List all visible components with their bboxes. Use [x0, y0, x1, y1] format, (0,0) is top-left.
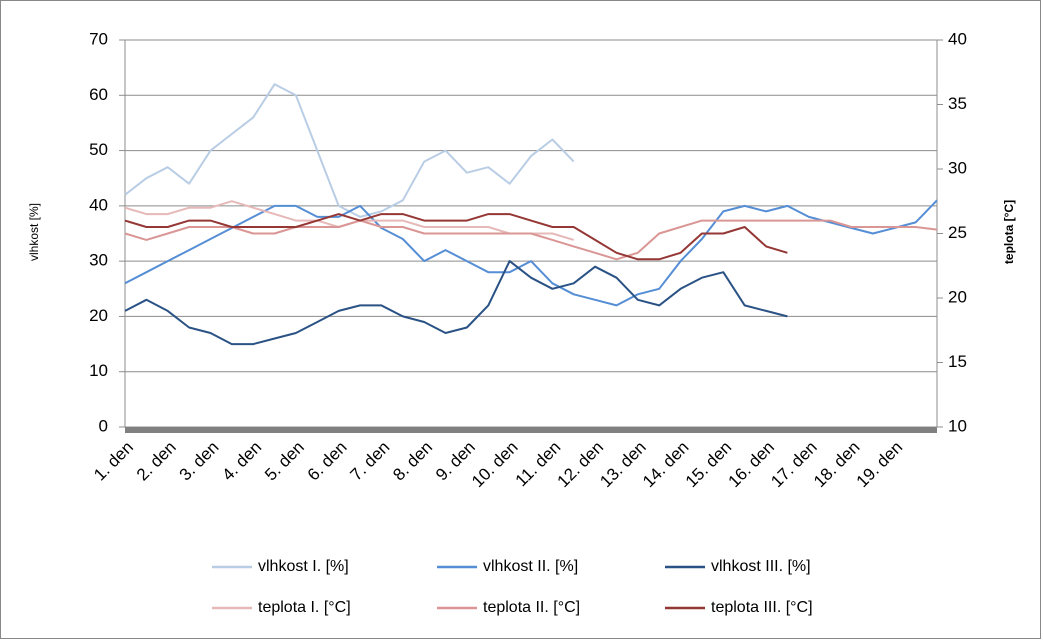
y-tick-label: 10	[89, 361, 108, 380]
series-line	[124, 213, 788, 261]
y-tick-label: 60	[89, 85, 108, 104]
series-line	[124, 260, 788, 346]
y2-tick-label: 20	[948, 287, 967, 306]
legend-label: vlhkost II. [%]	[483, 558, 578, 575]
y-axis-title: vlhkost [%]	[27, 203, 41, 261]
y-tick-label: 70	[89, 29, 108, 48]
y2-tick-label: 40	[948, 29, 967, 48]
y2-tick-label: 15	[948, 352, 967, 371]
legend-label: vlhkost III. [%]	[711, 558, 811, 575]
legend-label: vlhkost I. [%]	[258, 558, 349, 575]
legend-label: teplota II. [°C]	[483, 599, 580, 616]
y-tick-label: 50	[89, 140, 108, 159]
y2-tick-label: 10	[948, 416, 967, 435]
y-tick-label: 40	[89, 195, 108, 214]
y2-axis-title: teplota [°C]	[1002, 200, 1016, 264]
y-tick-label: 30	[89, 251, 108, 270]
legend-label: teplota I. [°C]	[258, 599, 351, 616]
legend-label: teplota III. [°C]	[711, 599, 813, 616]
x-axis	[125, 427, 937, 433]
y2-tick-label: 30	[948, 158, 967, 177]
y2-tick-label: 25	[948, 223, 967, 242]
series-line	[124, 219, 938, 261]
y2-tick-label: 35	[948, 94, 967, 113]
y-tick-label: 20	[89, 306, 108, 325]
series-line	[124, 199, 938, 307]
y-tick-label: 0	[99, 416, 108, 435]
